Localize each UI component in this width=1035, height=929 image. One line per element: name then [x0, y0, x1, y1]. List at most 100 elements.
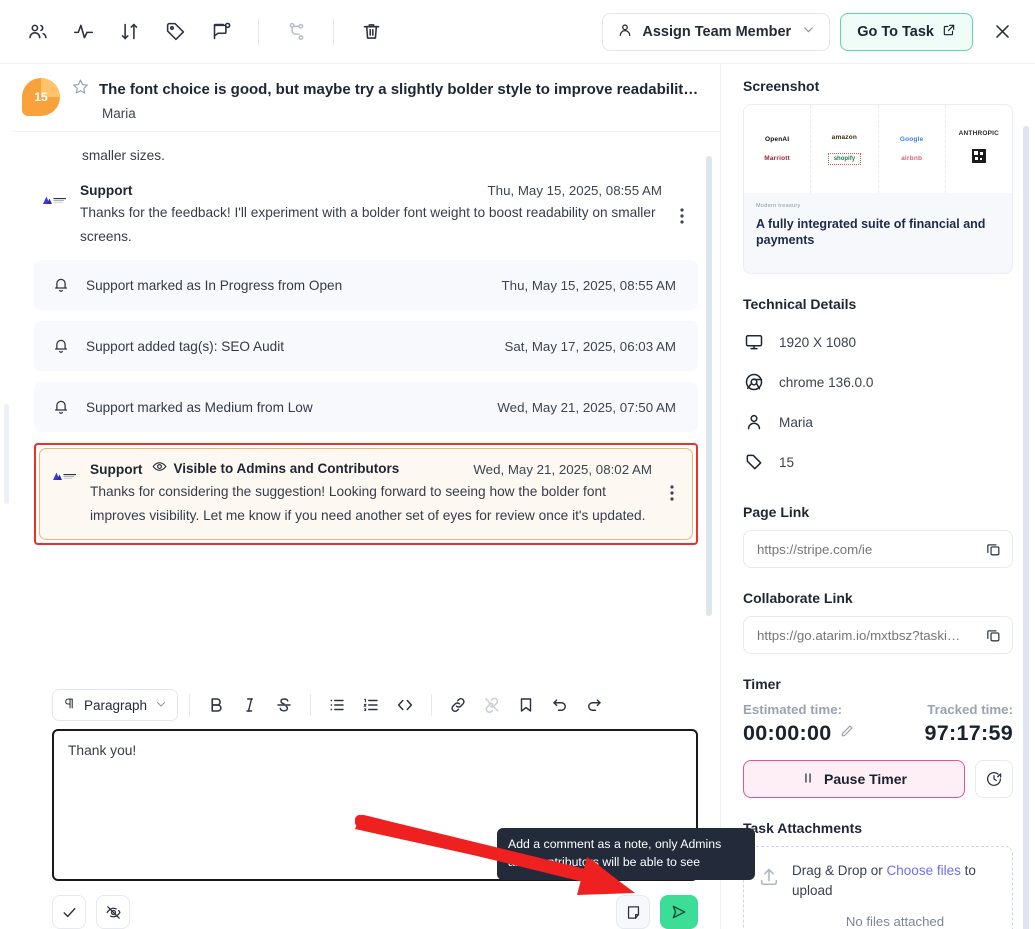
thread-header-text: The font choice is good, but maybe try a…	[72, 76, 704, 121]
message-date: Thu, May 15, 2025, 08:55 AM	[487, 183, 662, 198]
activity-icon[interactable]	[68, 17, 98, 47]
event-text: Support added tag(s): SEO Audit	[86, 338, 284, 354]
code-button[interactable]	[390, 690, 420, 720]
note-menu-icon[interactable]	[664, 459, 680, 527]
edit-pencil-icon[interactable]	[839, 723, 855, 744]
send-button[interactable]	[660, 895, 698, 929]
italic-button[interactable]	[235, 690, 265, 720]
close-icon[interactable]	[983, 13, 1021, 51]
screenshot-headline: A fully integrated suite of financial an…	[756, 217, 986, 248]
technical-details-title: Technical Details	[743, 296, 857, 312]
highlighted-note-outline: Support Visible to Admins and Contributo…	[34, 443, 698, 546]
toolbar-icon-group	[22, 17, 386, 47]
pause-icon	[801, 771, 815, 788]
chevron-down-icon	[802, 23, 815, 40]
hide-visibility-button[interactable]	[96, 895, 130, 929]
event-list: Support marked as In Progress from Open …	[34, 260, 698, 433]
comment-flag-icon[interactable]	[206, 17, 236, 47]
dropzone-body: Drag & Drop or Choose files to upload No…	[792, 861, 998, 929]
go-to-task-label: Go To Task	[857, 23, 934, 40]
estimated-time-label: Estimated time:	[743, 702, 843, 717]
collaborate-link-field[interactable]	[743, 616, 1013, 654]
event-date: Wed, May 21, 2025, 07:50 AM	[497, 399, 676, 415]
event-text: Support marked as Medium from Low	[86, 399, 313, 415]
tracked-time-label: Tracked time:	[927, 702, 1013, 717]
logo-cell: ANTHROPIC	[946, 105, 1012, 193]
user-icon	[743, 412, 765, 432]
dropzone-suffix: to upload	[792, 863, 976, 898]
pin-shape	[22, 78, 60, 116]
tracked-time-value: 97:17:59	[924, 721, 1013, 745]
assign-team-member-label: Assign Team Member	[642, 23, 792, 40]
merge-icon[interactable]	[281, 17, 311, 47]
tech-row-resolution: 1920 X 1080	[743, 322, 1013, 362]
conversation-scrollbar[interactable]	[706, 156, 712, 616]
resolve-button[interactable]	[52, 895, 86, 929]
star-icon[interactable]	[72, 78, 89, 100]
tech-row-tag: 15	[743, 442, 1013, 482]
timer-title: Timer	[743, 676, 781, 692]
add-note-button[interactable]	[616, 895, 650, 929]
editor-divider-3	[431, 694, 433, 716]
link-button[interactable]	[443, 690, 473, 720]
toolbar-divider-1	[258, 18, 259, 45]
send-actions	[616, 895, 698, 929]
tag-icon[interactable]	[160, 17, 190, 47]
numbered-list-button[interactable]	[356, 690, 386, 720]
assign-team-member-button[interactable]: Assign Team Member	[602, 12, 831, 51]
thread-pin-badge: 15	[22, 78, 60, 116]
toolbar-divider-2	[333, 18, 334, 45]
team-members-icon[interactable]	[22, 17, 52, 47]
no-files-message: No files attached	[845, 914, 945, 929]
pause-timer-button[interactable]: Pause Timer	[743, 760, 965, 798]
external-link-icon	[942, 23, 956, 41]
copy-icon[interactable]	[985, 541, 1002, 558]
copy-icon[interactable]	[985, 627, 1002, 644]
editor-action-row	[12, 881, 720, 929]
trash-icon[interactable]	[356, 17, 386, 47]
dropzone-prefix: Drag & Drop or	[792, 863, 887, 878]
note-button-tooltip: Add a comment as a note, only Admins and…	[497, 828, 755, 880]
editor-divider-1	[189, 694, 191, 716]
activity-event-row: Support marked as In Progress from Open …	[34, 260, 698, 311]
thread-header: 15 The font choice is good, but maybe tr…	[12, 64, 720, 132]
page-title: The font choice is good, but maybe try a…	[99, 80, 704, 98]
logo-amazon: amazon	[831, 133, 858, 141]
tag-icon	[743, 452, 765, 472]
left-scrollbar-thumb[interactable]	[4, 404, 9, 504]
conversation-scroll-area[interactable]: smaller sizes. Support Thu, Ma	[12, 132, 720, 679]
page-link-field[interactable]	[743, 530, 1013, 568]
collaborate-link-input[interactable]	[757, 627, 977, 643]
bold-button[interactable]	[201, 690, 231, 720]
timer-history-button[interactable]	[975, 760, 1013, 798]
tech-value: Maria	[779, 414, 813, 430]
strikethrough-button[interactable]	[269, 690, 299, 720]
screenshot-hero: Modern treasury A fully integrated suite…	[744, 193, 1012, 273]
thread-title-row: The font choice is good, but maybe try a…	[72, 78, 704, 100]
bookmark-button[interactable]	[511, 690, 541, 720]
sort-icon[interactable]	[114, 17, 144, 47]
top-toolbar: Assign Team Member Go To Task	[0, 0, 1035, 64]
bullet-list-button[interactable]	[322, 690, 352, 720]
tech-value: chrome 136.0.0	[779, 374, 874, 390]
unlink-button[interactable]	[477, 690, 507, 720]
logo-cell: OpenAI Marriott	[744, 105, 812, 193]
pin-number: 15	[34, 90, 48, 104]
undo-button[interactable]	[545, 690, 575, 720]
logo-qr-mark	[971, 149, 986, 168]
event-date: Thu, May 15, 2025, 08:55 AM	[501, 277, 676, 293]
sidebar-scrollbar[interactable]	[1023, 126, 1029, 929]
bell-icon	[52, 276, 70, 294]
note-visibility-label: Visible to Admins and Contributors	[173, 460, 400, 476]
timer-actions: Pause Timer	[743, 760, 1013, 798]
screenshot-preview[interactable]: OpenAI Marriott amazon shopify Google ai…	[743, 104, 1013, 274]
choose-files-link[interactable]: Choose files	[886, 863, 961, 878]
block-format-select[interactable]: Paragraph	[52, 689, 179, 721]
tech-row-user: Maria	[743, 402, 1013, 442]
screenshot-kicker: Modern treasury	[756, 203, 801, 209]
attachment-dropzone[interactable]: Drag & Drop or Choose files to upload No…	[743, 846, 1013, 929]
redo-button[interactable]	[579, 690, 609, 720]
message-menu-icon[interactable]	[674, 183, 690, 248]
go-to-task-button[interactable]: Go To Task	[840, 12, 973, 51]
page-link-input[interactable]	[757, 541, 977, 557]
